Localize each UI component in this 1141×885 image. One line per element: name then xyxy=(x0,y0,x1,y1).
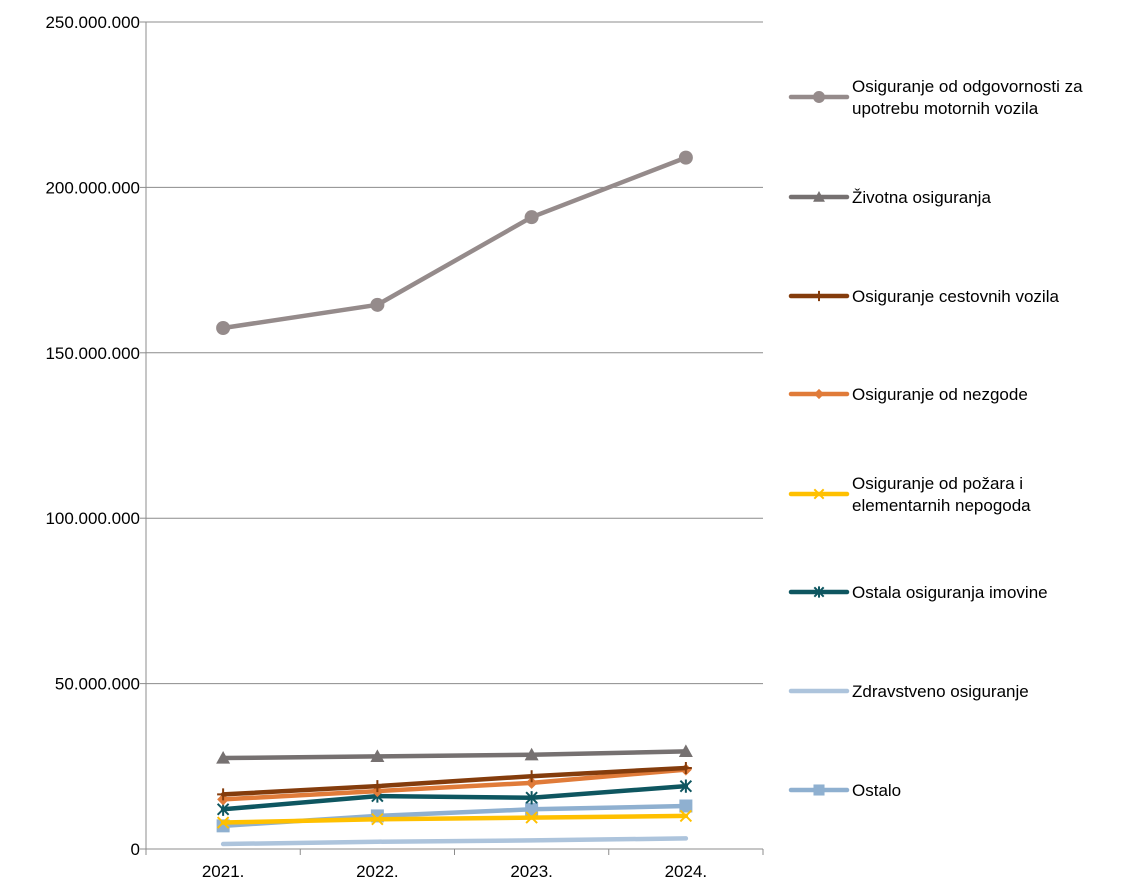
legend-label: upotrebu motornih vozila xyxy=(852,99,1039,118)
legend-label: Životna osiguranja xyxy=(852,188,991,207)
data-point xyxy=(679,779,693,793)
legend: Osiguranje od odgovornosti za upotrebu mo… xyxy=(788,77,1083,800)
data-point xyxy=(216,816,230,829)
legend-marker xyxy=(813,388,825,400)
legend-item-5: Ostala osiguranja imovine xyxy=(788,583,1048,602)
legend-label: Ostalo xyxy=(852,781,901,800)
legend-item-6: Zdravstveno osiguranje xyxy=(788,682,1029,701)
series-line xyxy=(220,155,689,331)
y-tick-label: 150.000.000 xyxy=(45,344,140,363)
data-point xyxy=(525,802,539,816)
series-line xyxy=(220,765,689,797)
legend-label: Osiguranje cestovnih vozila xyxy=(852,287,1059,306)
series-line xyxy=(220,783,689,812)
y-tick-label: 50.000.000 xyxy=(55,675,140,694)
data-point xyxy=(525,776,538,789)
legend-label: Osiguranje od nezgode xyxy=(852,385,1028,404)
x-tick-label: 2024. xyxy=(665,862,708,881)
gridlines xyxy=(146,21,763,685)
axes xyxy=(140,21,764,855)
series-1 xyxy=(216,744,693,764)
legend-item-3: Osiguranje od nezgode xyxy=(788,385,1028,404)
data-point xyxy=(679,761,692,774)
legend-label: Zdravstveno osiguranje xyxy=(852,682,1029,701)
x-axis-tick-labels: 2021. 2022. 2023. 2024. xyxy=(202,862,707,881)
data-point xyxy=(525,791,538,805)
x-tick-label: 2021. xyxy=(202,862,245,881)
data-point xyxy=(678,150,693,165)
legend-marker xyxy=(813,191,825,202)
series-lines xyxy=(216,150,693,847)
x-tick-label: 2022. xyxy=(356,862,399,881)
legend-marker xyxy=(813,586,825,598)
data-point xyxy=(216,320,231,335)
data-point xyxy=(370,297,385,312)
legend-item-0: Osiguranje od odgovornosti za upotrebu mo… xyxy=(788,77,1083,118)
data-point xyxy=(525,770,538,783)
legend-label: Osiguranje od odgovornosti za xyxy=(852,77,1083,96)
legend-item-4: Osiguranje od požara i elementarnih nepog… xyxy=(788,474,1031,515)
data-point xyxy=(216,751,231,764)
y-tick-label: 100.000.000 xyxy=(45,509,140,528)
data-point xyxy=(217,788,230,801)
data-point xyxy=(371,780,384,793)
series-6 xyxy=(220,836,689,847)
legend-item-1: Životna osiguranja xyxy=(788,188,991,207)
series-line xyxy=(220,836,689,847)
y-axis-tick-labels: 0 50.000.000 100.000.000 150.000.000 200.000… xyxy=(45,13,140,859)
data-point xyxy=(678,744,693,758)
legend-marker xyxy=(813,91,825,103)
legend-marker xyxy=(813,784,825,796)
data-point xyxy=(679,809,693,823)
data-point xyxy=(524,747,539,761)
data-point xyxy=(525,811,538,824)
series-0 xyxy=(216,150,693,335)
data-point xyxy=(679,799,693,813)
legend-item-7: Ostalo xyxy=(788,781,901,800)
series-line xyxy=(220,813,689,825)
y-tick-label: 0 xyxy=(131,840,140,859)
series-line xyxy=(220,749,689,761)
data-point xyxy=(371,813,384,826)
legend-label: Osiguranje od požara i xyxy=(852,474,1023,493)
y-tick-label: 200.000.000 xyxy=(45,178,140,197)
legend-label: Ostala osiguranja imovine xyxy=(852,583,1048,602)
legend-label: elementarnih nepogoda xyxy=(852,496,1031,515)
series-line xyxy=(220,767,689,802)
y-tick-label: 250.000.000 xyxy=(45,13,140,32)
legend-item-2: Osiguranje cestovnih vozila xyxy=(788,287,1059,306)
legend-marker xyxy=(813,290,825,302)
legend-marker xyxy=(813,488,825,500)
series-4 xyxy=(216,809,693,829)
data-point xyxy=(370,749,385,762)
data-point xyxy=(524,210,539,225)
x-tick-label: 2023. xyxy=(510,862,553,881)
series-2 xyxy=(217,761,692,801)
